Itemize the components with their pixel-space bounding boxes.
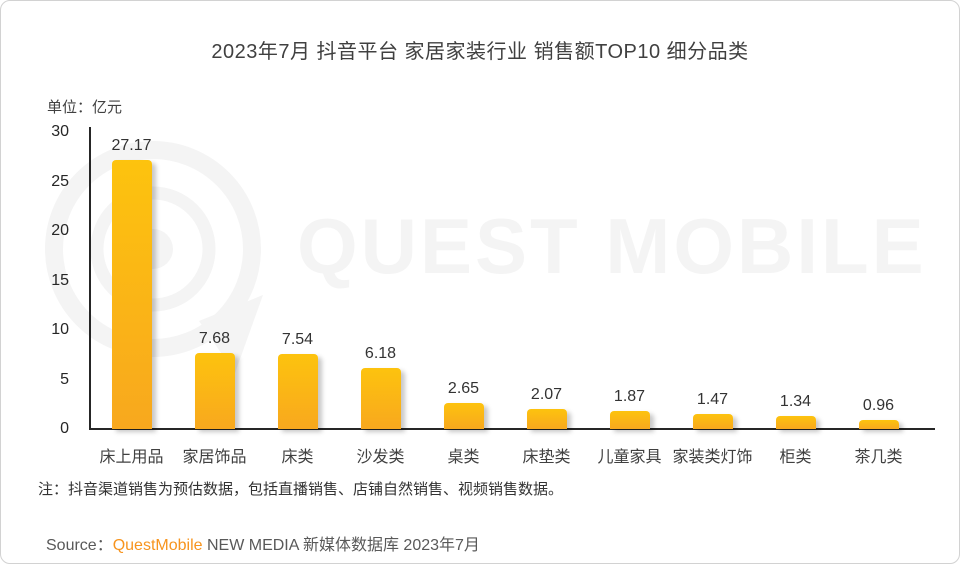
y-tick-label: 5 xyxy=(60,370,69,388)
bar-value-label: 1.47 xyxy=(696,391,729,409)
category-label: 床上用品 xyxy=(99,449,164,466)
bar xyxy=(858,419,899,429)
y-tick-label: 10 xyxy=(51,321,69,338)
bar xyxy=(609,410,650,429)
y-axis-line xyxy=(89,127,91,429)
bar-value-label: 2.07 xyxy=(530,385,563,403)
y-tick-label: 25 xyxy=(51,172,69,190)
bar-value-label: 1.87 xyxy=(613,387,646,405)
bar-value-label: 6.18 xyxy=(364,344,397,362)
category-label: 桌类 xyxy=(447,449,480,466)
y-tick-label: 20 xyxy=(51,222,69,239)
source-suffix: NEW MEDIA 新媒体数据库 2023年7月 xyxy=(202,537,480,554)
questmobile-watermark-text: QUEST MOBILE xyxy=(297,202,927,290)
source-brand: QuestMobile xyxy=(112,537,203,554)
bar-value-label: 27.17 xyxy=(111,137,152,155)
category-label: 沙发类 xyxy=(356,449,405,466)
category-label: 床类 xyxy=(281,449,314,466)
bar-value-label: 2.65 xyxy=(447,379,480,397)
bar-slot: 0.96 茶几类 xyxy=(837,132,920,467)
bar xyxy=(443,402,484,429)
category-label: 儿童家具 xyxy=(597,449,662,466)
bar-value-label: 7.68 xyxy=(198,329,231,347)
bar-value-label: 0.96 xyxy=(862,396,895,414)
bar-slot: 1.47 家装类灯饰 xyxy=(671,132,754,466)
source-prefix: Source： xyxy=(46,537,113,554)
category-label: 茶几类 xyxy=(854,449,903,466)
bar xyxy=(111,160,152,429)
bar xyxy=(775,415,816,429)
bar-slot: 1.87 儿童家具 xyxy=(588,132,671,467)
bar-slot: 2.65 桌类 xyxy=(422,132,505,466)
source-line: Source：QuestMobile NEW MEDIA 新媒体数据库 2023… xyxy=(46,531,480,555)
bar xyxy=(277,354,318,429)
bar xyxy=(526,408,567,429)
bar-slot: 6.18 沙发类 xyxy=(339,132,422,466)
page-title: 2023年7月 抖音平台 家居家装行业 销售额TOP10 细分品类 xyxy=(211,41,749,63)
y-tick-label: 15 xyxy=(51,271,69,289)
questmobile-q-logo-watermark-icon xyxy=(45,141,263,373)
bar-value-label: 1.34 xyxy=(779,392,812,410)
unit-label: 单位：亿元 xyxy=(47,99,123,116)
category-label: 家装类灯饰 xyxy=(672,449,753,466)
plot-area: 27.17 床上用品 7.68 家居饰品 7.54 床类 6.18 沙发类 2.65 桌类 2.07… xyxy=(90,132,920,467)
category-label: 床垫类 xyxy=(522,449,571,466)
bar-slot: 1.34 柜类 xyxy=(754,132,837,466)
x-axis-line xyxy=(89,428,935,430)
bar-slot: 7.54 床类 xyxy=(256,132,339,466)
bar xyxy=(692,414,733,429)
bar xyxy=(360,367,401,429)
bar-value-label: 7.54 xyxy=(281,331,314,349)
y-tick-label: 30 xyxy=(51,123,69,140)
bar-slot: 2.07 床垫类 xyxy=(505,132,588,466)
y-tick-label: 0 xyxy=(60,420,69,437)
bar-slot: 27.17 床上用品 xyxy=(90,132,173,466)
y-axis-ticks: 0 5 10 15 20 25 30 xyxy=(19,123,69,437)
category-label: 家居饰品 xyxy=(182,449,247,466)
bar-slot: 7.68 家居饰品 xyxy=(173,132,256,466)
bar xyxy=(194,352,235,429)
category-label: 柜类 xyxy=(779,449,812,466)
footnote: 注：抖音渠道销售为预估数据，包括直播销售、店铺自然销售、视频销售数据。 xyxy=(38,481,564,498)
